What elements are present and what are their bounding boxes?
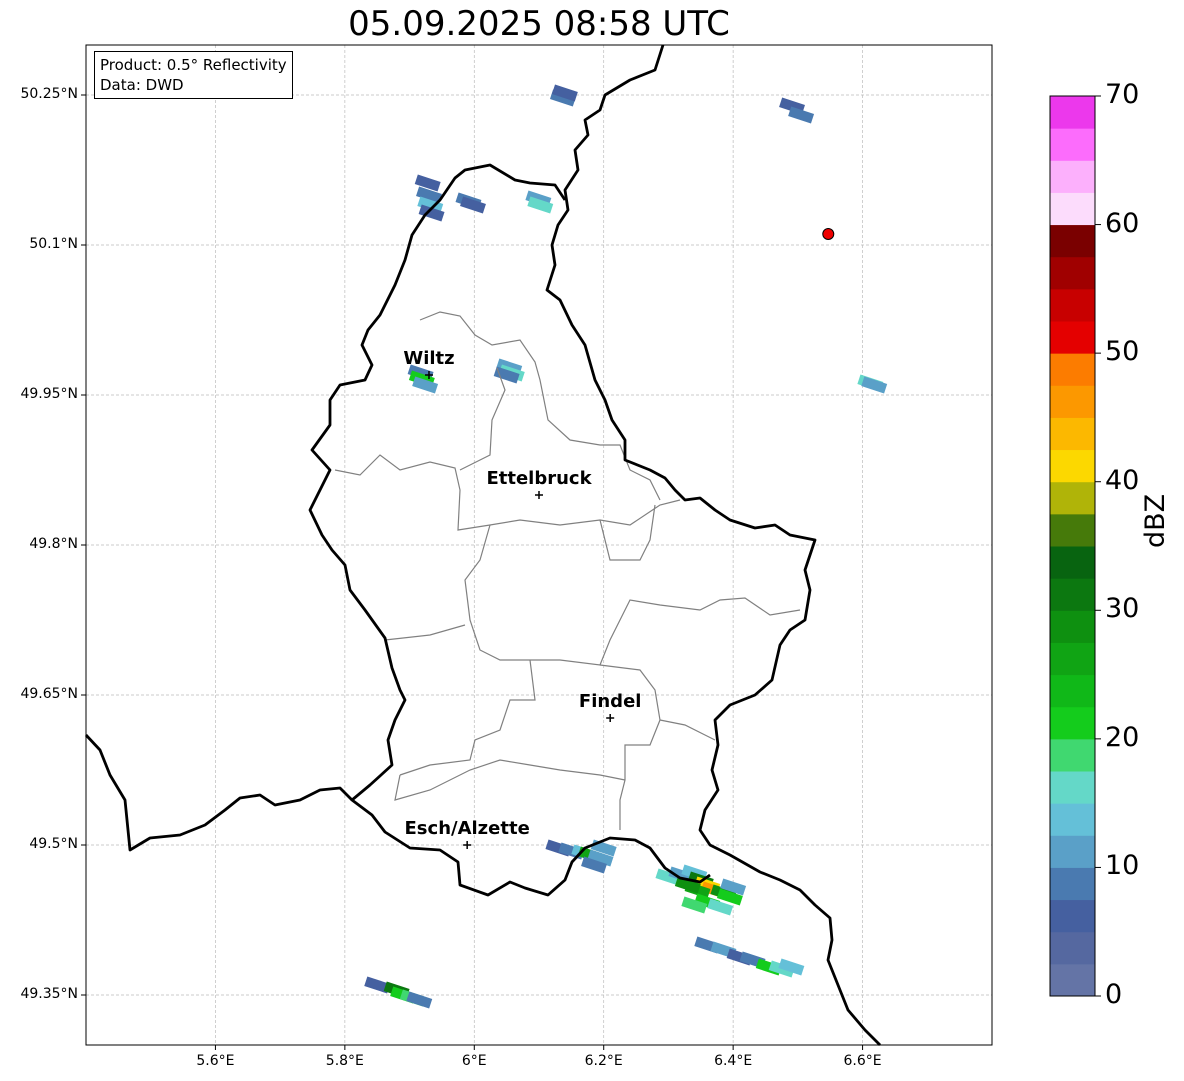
colorbar-tick-label: 70 (1105, 79, 1140, 110)
radar-echo-cell (551, 84, 578, 102)
info-box: Product: 0.5° Reflectivity Data: DWD (94, 51, 293, 99)
colorbar-segment (1050, 417, 1095, 451)
radar-echo-cell (460, 196, 486, 214)
radar-echo-cell (527, 196, 554, 214)
colorbar-segment (1050, 674, 1095, 708)
colorbar-segment (1050, 771, 1095, 804)
lat-tick-label: 49.35°N (20, 986, 78, 1002)
lat-tick-label: 49.8°N (29, 536, 78, 552)
radar-echo-cell (707, 898, 734, 916)
colorbar-segment (1050, 546, 1095, 579)
colorbar-segment (1050, 321, 1095, 354)
radar-echo-cell (861, 376, 888, 394)
lat-tick-label: 50.25°N (20, 86, 78, 102)
colorbar-segment (1050, 449, 1095, 483)
colorbar-segment (1050, 288, 1095, 322)
colorbar-tick-label: 20 (1105, 721, 1140, 753)
city-marker-icon (535, 491, 543, 499)
colorbar-label: dBZ (1140, 493, 1171, 548)
colorbar-segment (1050, 385, 1095, 418)
colorbar-segment (1050, 803, 1095, 836)
lat-tick-label: 49.5°N (29, 836, 78, 852)
colorbar-segment (1050, 96, 1095, 129)
radar-echoes (364, 84, 888, 1009)
city-label: Wiltz (403, 348, 455, 369)
colorbar-segment (1050, 642, 1095, 676)
lat-tick-label: 50.1°N (29, 236, 78, 252)
city-marker-icon (424, 371, 433, 379)
colorbar-tick-label: 40 (1105, 464, 1140, 496)
city-marker-icon (463, 841, 472, 849)
colorbar-segment (1050, 128, 1095, 161)
data-source-label: Data: DWD (100, 76, 184, 94)
colorbar-segment (1050, 353, 1095, 386)
colorbar-segment (1050, 931, 1095, 965)
colorbar-segment (1050, 963, 1095, 997)
colorbar-segment (1050, 224, 1095, 258)
lat-tick-label: 49.65°N (20, 686, 78, 702)
radar-echo-cell (587, 849, 614, 867)
lon-tick-label: 6°E (461, 1053, 487, 1069)
colorbar-segment (1050, 738, 1095, 772)
colorbar-tick-label: 0 (1105, 979, 1123, 1010)
radar-echo-cell (418, 204, 445, 222)
product-label: Product: 0.5° Reflectivity (100, 56, 287, 74)
lat-tick-label: 49.95°N (20, 386, 78, 402)
lon-tick-label: 6.4°E (714, 1053, 753, 1069)
colorbar-segment (1050, 256, 1095, 290)
radar-echo-cell (364, 976, 391, 994)
radar-echo-cell (412, 376, 439, 394)
map-title: 05.09.2025 08:58 UTC (348, 4, 730, 44)
lon-tick-label: 5.6°E (196, 1053, 235, 1069)
colorbar-segment (1050, 481, 1095, 515)
radar-echo-cell (778, 958, 805, 976)
gridlines (81, 45, 992, 1050)
colorbar-segment (1050, 513, 1095, 547)
lon-tick-label: 6.6°E (843, 1053, 882, 1069)
radar-echo-cell (416, 186, 442, 204)
colorbar (1049, 95, 1101, 997)
map-frame (85, 44, 993, 1046)
radar-echo-cell (674, 876, 701, 894)
radar-echo-cell (417, 196, 444, 214)
lon-tick-label: 6.2°E (584, 1053, 623, 1069)
city-label: Findel (578, 691, 642, 712)
colorbar-tick-label: 60 (1105, 207, 1140, 239)
colorbar-frame (1049, 95, 1096, 997)
colorbar-segment (1050, 835, 1095, 868)
radar-echo-cell (716, 888, 743, 906)
city-marker-icon (606, 714, 615, 722)
colorbar-segment (1050, 899, 1095, 933)
colorbar-segment (1050, 610, 1095, 643)
colorbar-tick-label: 50 (1105, 336, 1140, 368)
colorbar-tick-label: 10 (1105, 850, 1140, 882)
city-label: Ettelbruck (486, 468, 592, 489)
radar-echo-cell (655, 868, 682, 886)
radar-echo-cell (414, 174, 441, 192)
lon-tick-label: 5.8°E (325, 1053, 364, 1069)
colorbar-segment (1050, 867, 1095, 901)
radar-echo-cell (720, 878, 747, 896)
radar-echo-cell (788, 106, 815, 124)
colorbar-segment (1050, 192, 1095, 226)
radar-echo-cell (406, 991, 433, 1009)
colorbar-segment (1050, 578, 1095, 611)
radar-site-marker-icon (822, 228, 835, 240)
canton-borders (334, 311, 801, 830)
colorbar-segment (1050, 706, 1095, 740)
radar-echo-cell (493, 366, 520, 384)
colorbar-segment (1050, 160, 1095, 193)
colorbar-tick-label: 30 (1105, 593, 1140, 625)
city-label: Esch/Alzette (404, 818, 530, 839)
country-borders (84, 44, 881, 1046)
radar-echo-cell (681, 896, 708, 914)
radar-echo-cell (581, 856, 607, 874)
